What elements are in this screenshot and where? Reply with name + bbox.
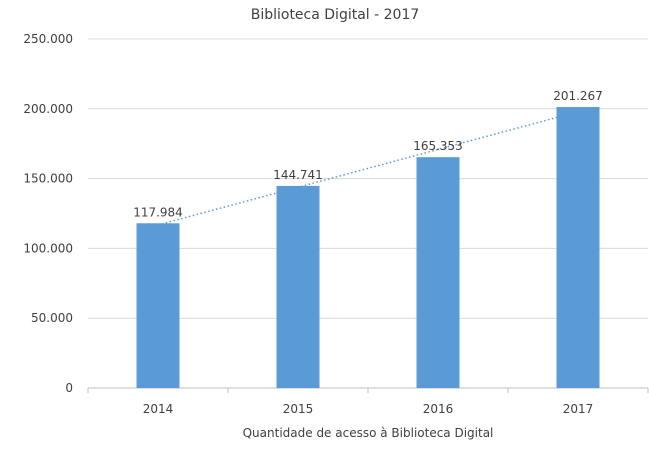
data-label: 117.984 xyxy=(133,205,183,219)
y-tick-label: 100.000 xyxy=(23,241,73,255)
bar-2015 xyxy=(276,185,320,388)
chart-title: Biblioteca Digital - 2017 xyxy=(251,7,420,23)
data-label: 144.741 xyxy=(273,168,323,182)
trendline xyxy=(157,110,579,226)
x-axis-label: Quantidade de acesso à Biblioteca Digita… xyxy=(243,426,494,440)
bar-2016 xyxy=(416,157,460,388)
x-tick-label: 2016 xyxy=(423,402,454,416)
x-tick-label: 2017 xyxy=(563,402,594,416)
y-tick-label: 0 xyxy=(65,381,73,395)
bar-2017 xyxy=(556,107,600,389)
y-tick-label: 250.000 xyxy=(23,32,73,46)
y-tick-label: 200.000 xyxy=(23,102,73,116)
bar-2014 xyxy=(136,223,180,388)
data-label: 201.267 xyxy=(553,89,603,103)
y-tick-label: 50.000 xyxy=(31,311,73,325)
y-tick-label: 150.000 xyxy=(23,172,73,186)
x-tick-label: 2014 xyxy=(143,402,174,416)
x-tick-label: 2015 xyxy=(283,402,314,416)
data-label: 165.353 xyxy=(413,139,463,153)
